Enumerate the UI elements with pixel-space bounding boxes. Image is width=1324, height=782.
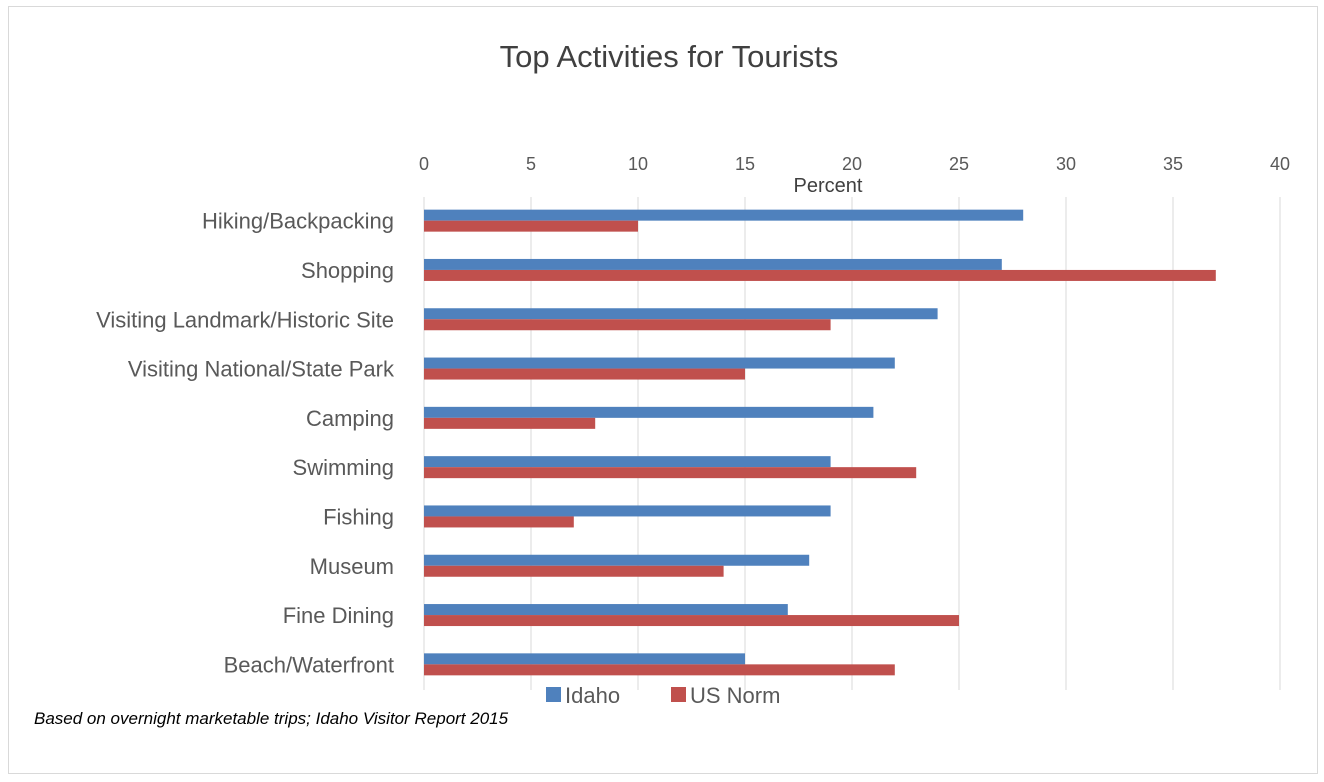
bar-idaho bbox=[424, 456, 831, 468]
bar-idaho bbox=[424, 554, 810, 566]
bar-us-norm bbox=[424, 269, 1216, 281]
x-tick-label: 25 bbox=[949, 154, 969, 174]
bar-us-norm bbox=[424, 467, 917, 479]
legend-label: Idaho bbox=[565, 683, 620, 708]
x-tick-label: 0 bbox=[419, 154, 429, 174]
bar-idaho bbox=[424, 308, 938, 320]
category-label: Shopping bbox=[301, 258, 394, 283]
category-label: Visiting Landmark/Historic Site bbox=[96, 307, 394, 332]
category-label: Camping bbox=[306, 406, 394, 431]
x-tick-label: 5 bbox=[526, 154, 536, 174]
bar-us-norm bbox=[424, 516, 574, 528]
category-label: Fishing bbox=[323, 504, 394, 529]
legend-label: US Norm bbox=[690, 683, 780, 708]
x-tick-label: 20 bbox=[842, 154, 862, 174]
bar-us-norm bbox=[424, 565, 724, 577]
bar-idaho bbox=[424, 209, 1024, 221]
category-label: Swimming bbox=[293, 455, 394, 480]
category-label: Fine Dining bbox=[283, 603, 394, 628]
bar-us-norm bbox=[424, 368, 745, 380]
legend-swatch bbox=[671, 687, 686, 702]
category-label: Beach/Waterfront bbox=[224, 652, 394, 677]
x-tick-label: 40 bbox=[1270, 154, 1290, 174]
bar-us-norm bbox=[424, 615, 959, 627]
category-label: Visiting National/State Park bbox=[128, 357, 395, 382]
category-label: Museum bbox=[310, 554, 394, 579]
bar-us-norm bbox=[424, 417, 596, 429]
bar-idaho bbox=[424, 357, 895, 369]
x-tick-label: 10 bbox=[628, 154, 648, 174]
x-tick-label: 35 bbox=[1163, 154, 1183, 174]
x-tick-label: 30 bbox=[1056, 154, 1076, 174]
x-tick-label: 15 bbox=[735, 154, 755, 174]
bar-idaho bbox=[424, 406, 874, 418]
chart-frame: Top Activities for Tourists Percent 0 5 10… bbox=[8, 6, 1318, 774]
category-label: Hiking/Backpacking bbox=[202, 209, 394, 234]
bar-idaho bbox=[424, 258, 1002, 270]
bar-us-norm bbox=[424, 319, 831, 331]
bar-chart: Top Activities for Tourists Percent 0 5 10… bbox=[96, 39, 1290, 708]
bar-us-norm bbox=[424, 220, 638, 232]
bar-idaho bbox=[424, 505, 831, 517]
bar-us-norm bbox=[424, 664, 895, 676]
chart-title: Top Activities for Tourists bbox=[500, 39, 839, 74]
bar-idaho bbox=[424, 604, 788, 616]
bar-idaho bbox=[424, 653, 745, 665]
legend-swatch bbox=[546, 687, 561, 702]
footnote: Based on overnight marketable trips; Ida… bbox=[34, 709, 509, 728]
x-axis-label: Percent bbox=[794, 175, 863, 197]
